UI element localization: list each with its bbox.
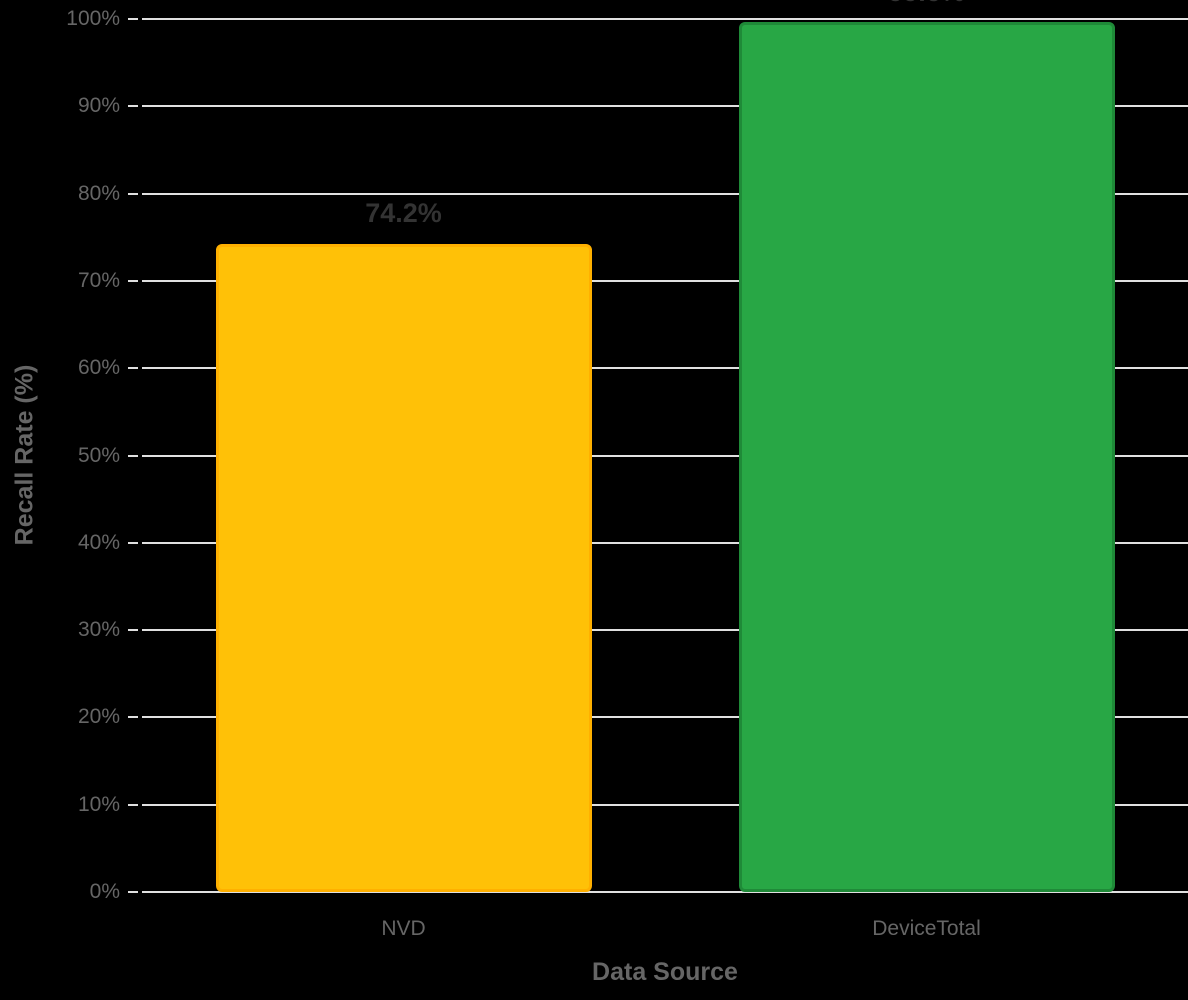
y-tick (128, 279, 138, 282)
y-tick (128, 803, 138, 806)
y-tick-label: 60% (77, 356, 120, 380)
x-tick-label: NVD (381, 917, 426, 940)
y-tick-label: 50% (77, 443, 120, 467)
y-tick-label: 20% (77, 705, 120, 729)
y-tick (128, 891, 138, 893)
y-tick (128, 192, 138, 195)
gridline (142, 367, 1188, 370)
gridline (142, 18, 1188, 20)
gridline (142, 105, 1188, 108)
gridline (142, 541, 1188, 544)
bar-nvd (215, 244, 592, 892)
gridline (142, 192, 1188, 195)
bar-value-label: 74.2% (365, 198, 442, 229)
y-tick-label: 10% (77, 792, 120, 816)
y-tick (128, 367, 138, 370)
y-axis-title: Recall Rate (%) (10, 364, 39, 546)
gridline (142, 454, 1188, 457)
y-tick (128, 105, 138, 108)
y-tick (128, 716, 138, 719)
y-tick (128, 629, 138, 632)
y-tick-label: 70% (77, 268, 120, 292)
y-tick (128, 18, 138, 20)
gridline (142, 803, 1188, 806)
bar-devicetotal (738, 22, 1115, 892)
gridline (142, 279, 1188, 282)
y-tick-label: 40% (77, 530, 120, 554)
x-tick-label: DeviceTotal (872, 917, 981, 940)
y-tick (128, 454, 138, 457)
y-tick-label: 80% (77, 181, 120, 205)
y-tick-label: 30% (77, 618, 120, 642)
gridline (142, 716, 1188, 719)
y-tick-label: 0% (89, 880, 120, 903)
y-tick-label: 90% (77, 94, 120, 118)
y-tick-label: 100% (66, 7, 120, 30)
gridline (142, 891, 1188, 893)
y-tick (128, 541, 138, 544)
bar-value-label: 99.6% (827, 0, 1027, 8)
gridline (142, 629, 1188, 632)
x-axis-title: Data Source (592, 958, 738, 986)
